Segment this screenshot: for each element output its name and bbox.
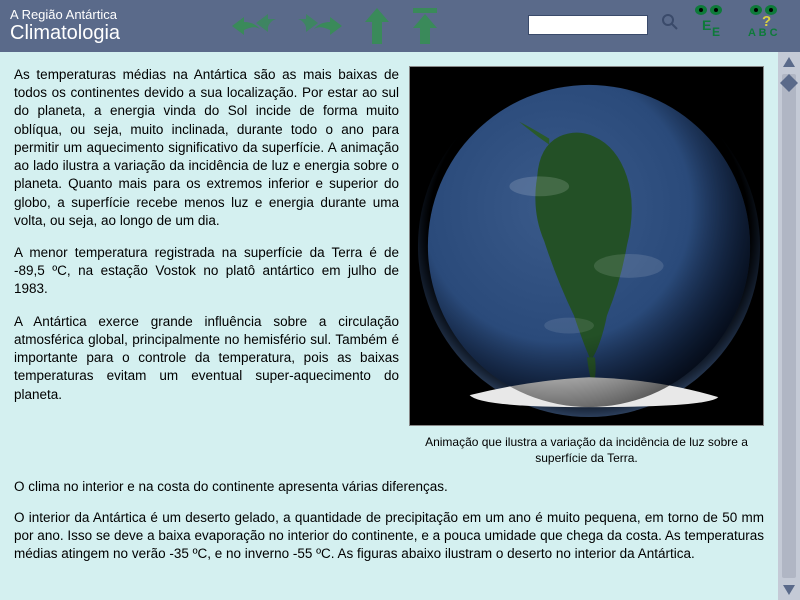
svg-text:E: E <box>702 17 711 33</box>
figure-caption: Animação que ilustra a variação da incid… <box>409 434 764 466</box>
nav-up-icon[interactable] <box>362 6 392 46</box>
title-block: A Região Antártica Climatologia <box>10 7 220 45</box>
right-tools: E E ? A B C <box>528 4 788 45</box>
search-input[interactable] <box>528 15 648 35</box>
help-abc-icon[interactable]: ? A B C <box>744 4 788 45</box>
scroll-track[interactable] <box>782 74 796 578</box>
paragraph: O clima no interior e na costa do contin… <box>14 478 764 496</box>
paragraph: A menor temperatura registrada na superf… <box>14 244 399 299</box>
nav-top-icon[interactable] <box>410 6 440 46</box>
magnifier-icon[interactable] <box>660 12 680 37</box>
nav-icons <box>230 6 440 46</box>
eyes-ee-icon[interactable]: E E <box>692 4 732 45</box>
page-title: Climatologia <box>10 22 220 45</box>
figure: Animação que ilustra a variação da incid… <box>409 66 764 466</box>
svg-text:E: E <box>712 25 720 39</box>
globe-animation <box>409 66 764 426</box>
content-area: As temperaturas médias na Antártica são … <box>0 52 778 600</box>
scroll-thumb[interactable] <box>780 74 798 92</box>
bottom-text: O clima no interior e na costa do contin… <box>14 478 764 563</box>
scroll-up-icon[interactable] <box>780 54 798 72</box>
header-bar: A Região Antártica Climatologia <box>0 0 800 52</box>
nav-back-icon[interactable] <box>230 11 278 41</box>
paragraph: O interior da Antártica é um deserto gel… <box>14 509 764 564</box>
nav-forward-icon[interactable] <box>296 11 344 41</box>
scroll-down-icon[interactable] <box>780 580 798 598</box>
paragraph: As temperaturas médias na Antártica são … <box>14 66 399 230</box>
paragraph: A Antártica exerce grande influência sob… <box>14 313 399 404</box>
content-wrap: As temperaturas médias na Antártica são … <box>0 52 800 600</box>
top-section: As temperaturas médias na Antártica são … <box>14 66 764 466</box>
text-column: As temperaturas médias na Antártica são … <box>14 66 399 466</box>
svg-text:A B C: A B C <box>748 27 778 39</box>
scrollbar[interactable] <box>778 52 800 600</box>
breadcrumb: A Região Antártica <box>10 7 220 22</box>
